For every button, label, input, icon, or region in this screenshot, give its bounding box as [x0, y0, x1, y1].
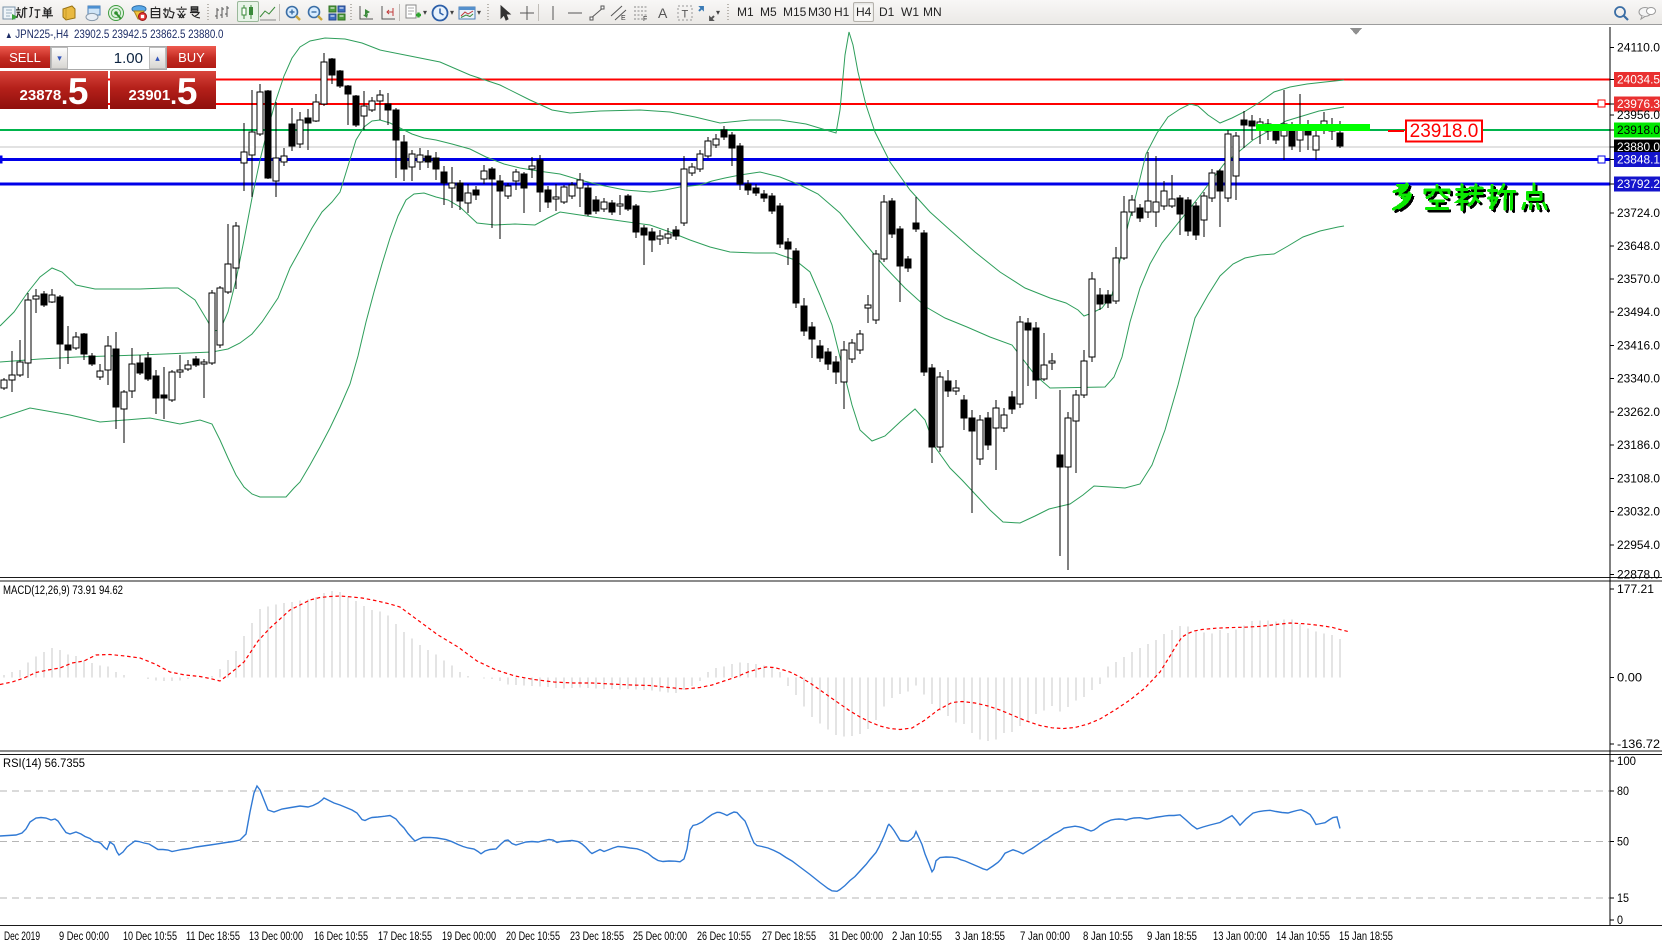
svg-text:23494.0: 23494.0 [1617, 307, 1660, 319]
svg-text:15: 15 [1617, 893, 1629, 905]
svg-text:80: 80 [1617, 786, 1629, 798]
svg-text:16 Dec 10:55: 16 Dec 10:55 [314, 931, 368, 943]
svg-text:E: E [621, 15, 626, 22]
svg-text:100: 100 [1617, 756, 1636, 768]
svg-text:7 Jan 00:00: 7 Jan 00:00 [1020, 931, 1070, 943]
svg-text:25 Dec 00:00: 25 Dec 00:00 [633, 931, 687, 943]
svg-text:RSI(14) 56.7355: RSI(14) 56.7355 [3, 758, 85, 770]
svg-text:23186.0: 23186.0 [1617, 440, 1660, 452]
svg-text:A: A [658, 5, 668, 21]
svg-text:0: 0 [1617, 915, 1623, 927]
svg-text:23262.0: 23262.0 [1617, 407, 1660, 419]
svg-text:31 Dec 00:00: 31 Dec 00:00 [829, 931, 883, 943]
svg-text:20 Dec 10:55: 20 Dec 10:55 [506, 931, 560, 943]
svg-text:13 Dec 00:00: 13 Dec 00:00 [249, 931, 303, 943]
svg-text:22954.0: 22954.0 [1617, 540, 1660, 552]
svg-text:23 Dec 18:55: 23 Dec 18:55 [570, 931, 624, 943]
svg-text:23648.0: 23648.0 [1617, 241, 1660, 253]
svg-text:10 Dec 10:55: 10 Dec 10:55 [123, 931, 177, 943]
svg-text:50: 50 [1617, 837, 1629, 849]
svg-text:23340.0: 23340.0 [1617, 374, 1660, 386]
svg-text:13 Jan 00:00: 13 Jan 00:00 [1213, 931, 1267, 943]
svg-text:14 Jan 10:55: 14 Jan 10:55 [1276, 931, 1330, 943]
svg-text:24110.0: 24110.0 [1617, 43, 1660, 55]
svg-text:19 Dec 00:00: 19 Dec 00:00 [442, 931, 496, 943]
svg-text:23880.0: 23880.0 [1617, 142, 1660, 154]
svg-text:15 Jan 18:55: 15 Jan 18:55 [1339, 931, 1393, 943]
svg-text:23416.0: 23416.0 [1617, 341, 1660, 353]
svg-text:2 Jan 10:55: 2 Jan 10:55 [892, 931, 942, 943]
svg-text:23032.0: 23032.0 [1617, 507, 1660, 519]
svg-text:9 Dec 00:00: 9 Dec 00:00 [59, 931, 109, 943]
svg-text:23918.0: 23918.0 [1617, 125, 1660, 137]
svg-text:23792.2: 23792.2 [1617, 179, 1660, 191]
svg-text:T: T [682, 8, 689, 20]
svg-text:24034.5: 24034.5 [1617, 75, 1660, 87]
svg-text:27 Dec 18:55: 27 Dec 18:55 [762, 931, 816, 943]
svg-text:23570.0: 23570.0 [1617, 274, 1660, 286]
svg-text:23848.1: 23848.1 [1617, 155, 1660, 167]
svg-text:-136.72: -136.72 [1617, 739, 1660, 751]
svg-text:3 Jan 18:55: 3 Jan 18:55 [955, 931, 1005, 943]
svg-text:23976.3: 23976.3 [1617, 99, 1660, 111]
svg-text:22878.0: 22878.0 [1617, 570, 1660, 582]
svg-text:11 Dec 18:55: 11 Dec 18:55 [186, 931, 240, 943]
svg-text:26 Dec 10:55: 26 Dec 10:55 [697, 931, 751, 943]
svg-text:MACD(12,26,9) 73.91 94.62: MACD(12,26,9) 73.91 94.62 [3, 585, 123, 597]
svg-text:8 Jan 10:55: 8 Jan 10:55 [1083, 931, 1133, 943]
svg-text:23918.0: 23918.0 [1410, 121, 1479, 142]
svg-text:23108.0: 23108.0 [1617, 474, 1660, 486]
svg-text:17 Dec 18:55: 17 Dec 18:55 [378, 931, 432, 943]
svg-text:9 Jan 18:55: 9 Jan 18:55 [1147, 931, 1197, 943]
svg-text:0.00: 0.00 [1617, 673, 1642, 685]
svg-text:177.21: 177.21 [1617, 584, 1654, 596]
svg-text:23724.0: 23724.0 [1617, 208, 1660, 220]
svg-text:23956.0: 23956.0 [1617, 110, 1660, 122]
svg-text:Dec 2019: Dec 2019 [4, 931, 40, 943]
svg-text:F: F [643, 16, 647, 22]
